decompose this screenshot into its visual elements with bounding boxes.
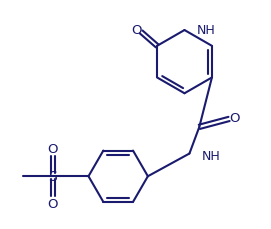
Text: O: O	[230, 112, 240, 125]
Text: S: S	[49, 169, 57, 183]
Text: NH: NH	[196, 23, 215, 36]
Text: NH: NH	[201, 149, 220, 162]
Text: O: O	[131, 23, 141, 36]
Text: O: O	[48, 142, 58, 155]
Text: O: O	[48, 198, 58, 210]
